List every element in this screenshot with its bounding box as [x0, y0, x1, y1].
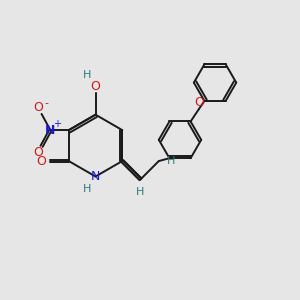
- Text: H: H: [82, 184, 91, 194]
- Text: O: O: [36, 154, 46, 167]
- Text: H: H: [83, 70, 92, 80]
- Text: O: O: [33, 146, 43, 159]
- Text: +: +: [53, 119, 61, 129]
- Text: N: N: [91, 170, 100, 183]
- Text: O: O: [194, 96, 204, 109]
- Text: O: O: [33, 101, 43, 114]
- Text: -: -: [45, 98, 49, 108]
- Text: H: H: [136, 187, 145, 197]
- Text: O: O: [91, 80, 100, 94]
- Text: H: H: [167, 156, 176, 166]
- Text: N: N: [45, 124, 56, 136]
